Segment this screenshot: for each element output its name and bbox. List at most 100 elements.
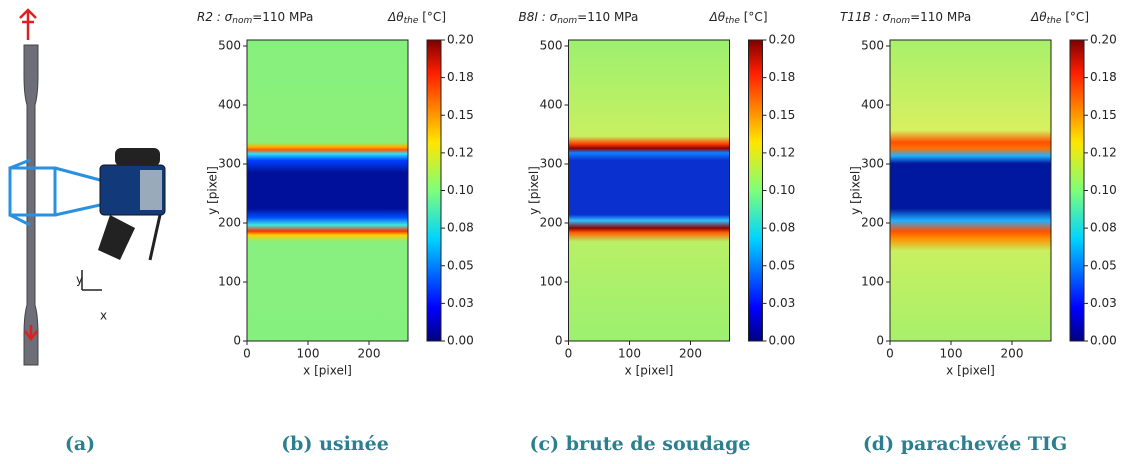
y-tick-label: 300 (540, 157, 563, 171)
label-part: [°C] (1061, 10, 1089, 24)
label-sub: nom (557, 16, 577, 26)
x-tick-label: 200 (679, 347, 702, 361)
label: Δθthe [°C] (1030, 10, 1089, 26)
label-part: Δθ (387, 10, 404, 24)
label-part: Δθ (709, 10, 726, 24)
colorbar-tick-label: 0.03 (447, 296, 474, 310)
label-part: =110 MPa (910, 10, 971, 24)
colorbar-tick-label: 0.08 (769, 221, 796, 235)
label-part: T11B : σ (840, 10, 891, 24)
colorbar-tick-label: 0.00 (447, 334, 474, 348)
axis-letter: x (100, 309, 107, 323)
colorbar-tick-label: 0.10 (769, 183, 796, 197)
colorbar-tick-label: 0.00 (1090, 334, 1117, 348)
y-tick-label: 400 (218, 98, 241, 112)
y-tick-label: 300 (861, 157, 884, 171)
label: T11B : σnom=110 MPa (840, 10, 971, 26)
colorbar-tick-label: 0.08 (1090, 221, 1117, 235)
x-tick-label: 0 (886, 347, 894, 361)
y-tick-label: 0 (555, 334, 563, 348)
x-tick-label: 200 (1001, 347, 1024, 361)
colorbar-tick-label: 0.05 (447, 258, 474, 272)
y-tick-label: 400 (861, 98, 884, 112)
colorbar-tick-label: 0.12 (1090, 145, 1117, 159)
label-part: [°C] (740, 10, 768, 24)
caption: (c) brute de soudage (530, 433, 751, 455)
x-tick-label: 0 (565, 347, 573, 361)
colorbar-tick-label: 0.20 (769, 33, 796, 47)
label: R2 : σnom=110 MPa (197, 10, 313, 26)
colorbar-tick-label: 0.15 (769, 108, 796, 122)
y-axis-label: y [pixel] (206, 166, 220, 215)
colorbar-tick-label: 0.03 (1090, 296, 1117, 310)
y-tick-label: 500 (861, 39, 884, 53)
x-tick-label: 100 (297, 347, 320, 361)
caption: (b) usinée (281, 433, 389, 455)
y-tick-label: 200 (861, 216, 884, 230)
y-tick-label: 400 (540, 98, 563, 112)
y-tick-label: 500 (218, 39, 241, 53)
label: Δθthe [°C] (709, 10, 768, 26)
label-part: B8I : σ (519, 10, 558, 24)
colorbar-tick-label: 0.10 (447, 183, 474, 197)
colorbar-tick-label: 0.05 (1090, 258, 1117, 272)
label-part: R2 : σ (197, 10, 233, 24)
label-sub: nom (232, 16, 252, 26)
y-tick-label: 100 (218, 275, 241, 289)
y-tick-label: 500 (540, 39, 563, 53)
label-part: Δθ (1030, 10, 1047, 24)
y-axis-label: y [pixel] (527, 166, 541, 215)
colorbar (1069, 39, 1085, 342)
x-axis-label: x [pixel] (946, 364, 995, 378)
label: B8I : σnom=110 MPa (519, 10, 639, 26)
label-part: =110 MPa (252, 10, 313, 24)
label-sub: nom (890, 16, 910, 26)
caption: (d) parachevée TIG (863, 433, 1067, 455)
maps: R2 : σnom=110 MPa Δθthe [°C]0100200300400… (197, 10, 1117, 378)
x-axis-label: x [pixel] (303, 364, 352, 378)
y-tick-label: 100 (540, 275, 563, 289)
y-tick-label: 300 (218, 157, 241, 171)
x-tick-label: 200 (358, 347, 381, 361)
captions: (a) (b) usinée (c) brute de soudage (d) par… (65, 433, 1067, 455)
colorbar-tick-label: 0.15 (1090, 108, 1117, 122)
colorbar-tick-label: 0.18 (447, 70, 474, 84)
thermal-map (889, 39, 1052, 342)
thermal-map (568, 39, 730, 342)
caption: (a) (65, 433, 95, 455)
colorbar-tick-label: 0.03 (769, 296, 796, 310)
colorbar-tick-label: 0.18 (1090, 70, 1117, 84)
y-tick-label: 100 (861, 275, 884, 289)
colorbar-tick-label: 0.20 (1090, 33, 1117, 47)
colorbar-tick-label: 0.12 (447, 145, 474, 159)
y-tick-label: 0 (233, 334, 241, 348)
colorbar-tick-label: 0.15 (447, 108, 474, 122)
colorbar-tick-label: 0.00 (769, 334, 796, 348)
specimen-illustration: y x (8, 8, 166, 366)
label-part: [°C] (418, 10, 446, 24)
colorbar-tick-label: 0.18 (769, 70, 796, 84)
colorbar (748, 39, 763, 342)
y-tick-label: 200 (218, 216, 241, 230)
colorbar-tick-label: 0.05 (769, 258, 796, 272)
label-sub: the (404, 16, 419, 26)
x-tick-label: 0 (243, 347, 251, 361)
colorbar-tick-label: 0.10 (1090, 183, 1117, 197)
y-tick-label: 0 (876, 334, 884, 348)
label-sub: the (725, 16, 740, 26)
thermal-map (246, 39, 409, 342)
colorbar (426, 39, 442, 342)
colorbar-tick-label: 0.12 (769, 145, 796, 159)
y-axis-label: y [pixel] (849, 166, 863, 215)
label: Δθthe [°C] (387, 10, 446, 26)
x-tick-label: 100 (940, 347, 963, 361)
x-tick-label: 100 (618, 347, 641, 361)
x-axis-label: x [pixel] (625, 364, 674, 378)
colorbar-tick-label: 0.20 (447, 33, 474, 47)
label-part: =110 MPa (577, 10, 638, 24)
label-sub: the (1047, 16, 1062, 26)
y-tick-label: 200 (540, 216, 563, 230)
colorbar-tick-label: 0.08 (447, 221, 474, 235)
axis-letter: y (76, 273, 83, 287)
